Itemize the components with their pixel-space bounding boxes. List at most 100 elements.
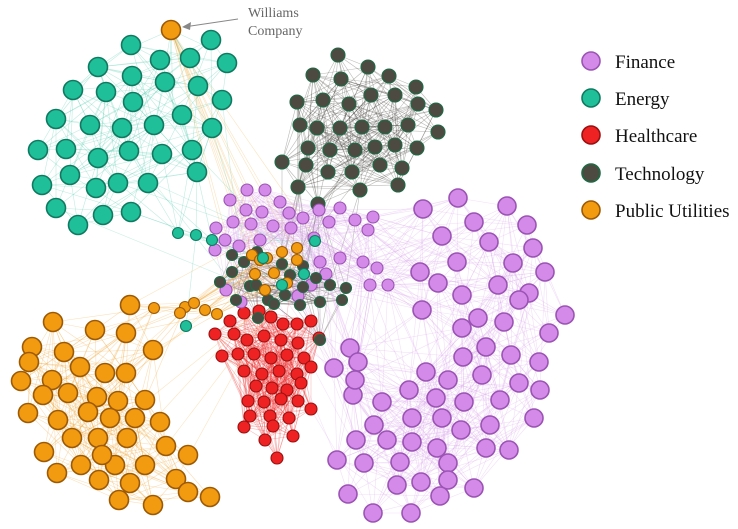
edge-technology — [359, 94, 372, 191]
edge-energy — [132, 62, 228, 103]
annotation-line-1: Williams — [248, 6, 299, 21]
edge-technology — [317, 203, 347, 289]
technology-node — [298, 157, 314, 173]
edge-utilities — [71, 437, 120, 501]
edge-finance — [425, 371, 501, 401]
edge-technology — [305, 127, 341, 166]
edge-finance — [462, 356, 510, 451]
finance-node — [284, 221, 298, 235]
edge-energy — [97, 91, 107, 159]
edge-healthcare — [247, 389, 288, 402]
edge-energy — [161, 153, 179, 234]
healthcare-node — [286, 429, 300, 443]
edge-healthcare — [288, 357, 305, 419]
edge-finance — [302, 217, 371, 286]
legend-label-healthcare: Healthcare — [615, 126, 697, 147]
edge-finance — [408, 271, 421, 391]
edge-energy — [131, 39, 212, 77]
edge-healthcare — [286, 342, 299, 391]
legend-marker-finance — [581, 51, 601, 71]
utilities-node — [115, 322, 137, 344]
edge-finance — [367, 229, 458, 263]
edge-technology — [322, 99, 381, 166]
edge-energy — [105, 91, 119, 184]
energy-node — [27, 139, 49, 161]
energy-node — [201, 117, 223, 139]
edge-finance — [363, 397, 437, 464]
edge-healthcare — [253, 353, 288, 391]
edge-technology — [322, 99, 331, 151]
finance-node — [232, 239, 246, 253]
edge-technology — [340, 78, 376, 148]
edge-energy — [121, 81, 166, 129]
edge-technology — [297, 186, 361, 191]
edge-finance — [419, 271, 449, 381]
technology-node — [225, 248, 239, 262]
edge-technology — [354, 94, 396, 151]
utilities-node — [70, 454, 92, 476]
edge-finance — [387, 284, 487, 348]
utilities-node — [115, 362, 137, 384]
finance-node — [244, 217, 258, 231]
finance-node — [387, 475, 407, 495]
edge-healthcare — [255, 373, 298, 387]
edge-technology — [348, 103, 439, 133]
edge-finance — [318, 209, 421, 273]
edge-healthcare — [229, 320, 298, 375]
energy-node — [67, 214, 89, 236]
healthcare-node — [282, 411, 296, 425]
energy-node — [275, 278, 289, 292]
technology-node — [352, 182, 368, 198]
legend-label-finance: Finance — [615, 52, 675, 73]
utilities-node — [147, 301, 161, 315]
edge-finance — [250, 223, 327, 275]
finance-node — [354, 453, 374, 473]
edge-healthcare — [243, 312, 263, 375]
finance-node — [479, 232, 499, 252]
edge-finance — [485, 284, 499, 348]
edge-healthcare — [221, 355, 249, 402]
technology-node — [344, 164, 360, 180]
edge-technology — [219, 265, 304, 283]
edge-energy — [210, 39, 213, 129]
technology-node — [225, 265, 239, 279]
finance-node — [401, 503, 421, 523]
edge-finance — [387, 197, 459, 286]
edge-finance — [477, 205, 508, 319]
edge-finance — [246, 189, 315, 239]
legend: Finance Energy Healthcare Technology Pub… — [581, 51, 730, 222]
edge-energy — [105, 85, 199, 93]
energy-node — [187, 75, 209, 97]
edge-finance — [376, 235, 443, 269]
edge-core-energy — [191, 149, 294, 258]
technology-node — [428, 102, 444, 118]
energy-node — [154, 71, 176, 93]
edge-technology — [299, 74, 314, 126]
utilities-node — [142, 339, 164, 361]
edge-healthcare — [243, 370, 298, 375]
edge-healthcare — [261, 323, 298, 375]
edge-utilities — [193, 289, 266, 304]
edge-healthcare — [258, 310, 273, 389]
edge-healthcare — [243, 354, 288, 372]
technology-node — [323, 278, 337, 292]
edge-utilities — [71, 366, 81, 439]
legend-item-healthcare: Healthcare — [581, 125, 697, 147]
edge-energy — [41, 182, 119, 186]
edge-finance — [411, 424, 491, 443]
edge-utilities — [204, 257, 268, 311]
edge-utilities — [27, 321, 54, 414]
utilities-node — [33, 441, 55, 463]
finance-node — [464, 212, 484, 232]
edge-technology — [281, 101, 298, 163]
edge-technology — [273, 299, 343, 305]
edge-finance — [437, 282, 487, 348]
edge-finance — [528, 292, 540, 363]
edge-core-energy — [221, 99, 245, 286]
edge-finance — [367, 229, 421, 273]
edge-finance — [313, 229, 369, 239]
edge-finance — [250, 223, 341, 259]
edge-utilities — [109, 417, 167, 447]
finance-node — [209, 221, 223, 235]
edge-energy — [147, 127, 213, 184]
